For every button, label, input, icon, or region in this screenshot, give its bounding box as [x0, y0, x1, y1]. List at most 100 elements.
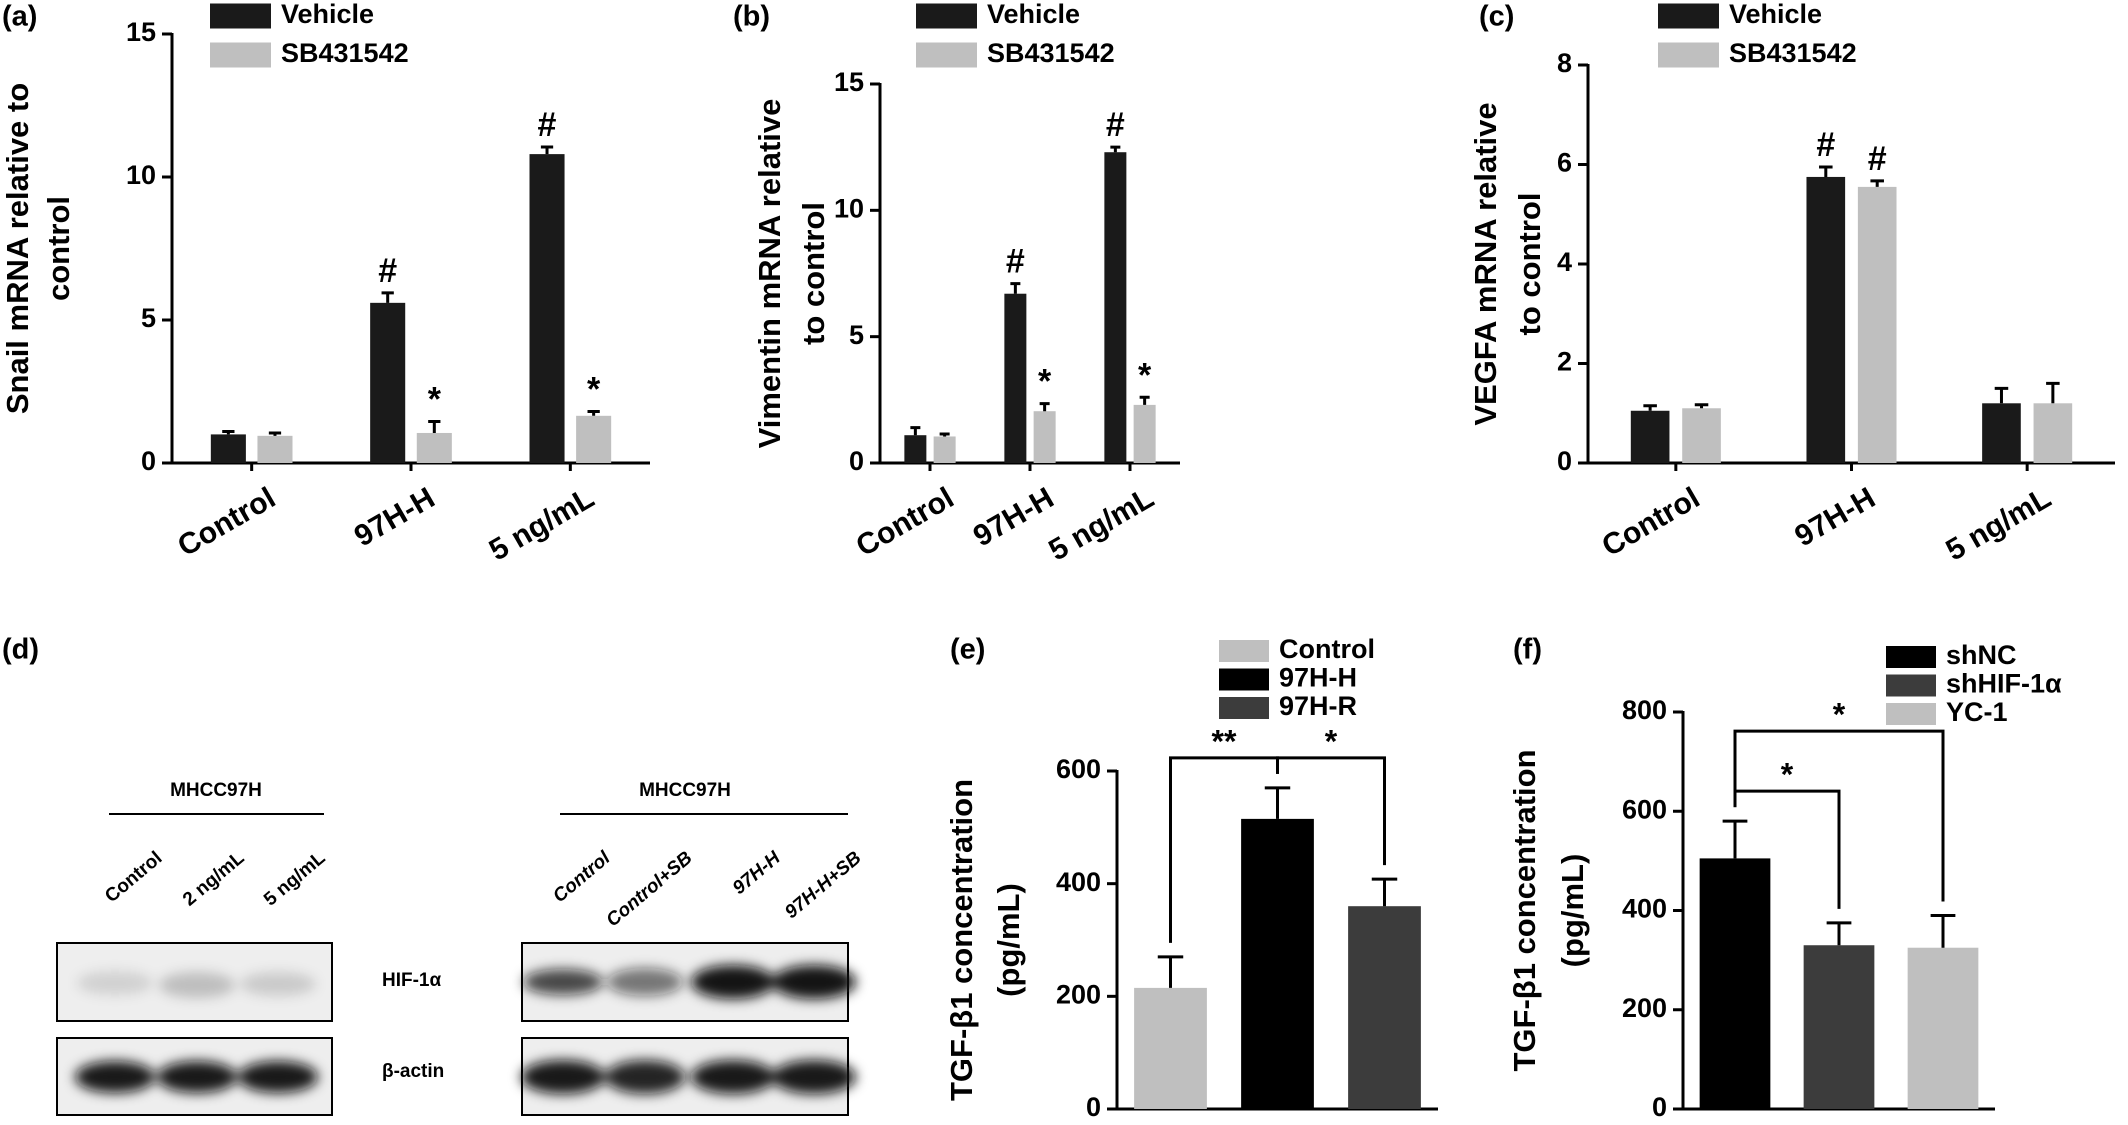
x-tick-label: Control [172, 481, 281, 563]
error-bar [1819, 165, 1833, 177]
bar [1857, 186, 1897, 463]
bar [416, 432, 452, 463]
y-tick-label: 6 [1557, 148, 1572, 178]
legend-label: Vehicle [281, 0, 374, 29]
error-bar [1110, 145, 1121, 153]
bar [1104, 152, 1127, 463]
bar [1803, 945, 1875, 1109]
y-axis-title: (pg/mL) [991, 883, 1026, 997]
significance-label: # [1006, 243, 1025, 281]
bar [1806, 176, 1846, 463]
significance-label: # [1868, 140, 1887, 178]
legend-label: 97H-R [1279, 691, 1357, 721]
y-tick-label: 10 [126, 160, 156, 190]
y-tick-label: 0 [1086, 1092, 1101, 1122]
bracket-label: * [1781, 757, 1794, 793]
y-tick-label: 5 [141, 303, 156, 333]
error-bar [939, 432, 950, 437]
lane-label: 97H-H [729, 847, 786, 899]
error-bar [1371, 877, 1398, 907]
y-axis-title: VEGFA mRNA relative [1468, 102, 1503, 425]
x-tick-label: 97H-H [349, 481, 441, 553]
bar [210, 434, 246, 463]
x-tick-label: 5 ng/mL [1043, 481, 1159, 567]
legend-swatch [1886, 646, 1936, 668]
error-bar [381, 291, 394, 303]
bar [1682, 408, 1721, 463]
y-tick-label: 600 [1622, 794, 1667, 824]
y-axis-title: control [41, 196, 76, 301]
error-bar [1643, 404, 1657, 411]
error-bar [1010, 282, 1021, 294]
y-tick-label: 15 [834, 67, 864, 97]
x-tick-label: Control [1596, 481, 1705, 563]
panel-label: (e) [950, 634, 985, 666]
y-axis-title: to control [1512, 193, 1547, 336]
y-tick-label: 400 [1622, 894, 1667, 924]
x-tick-label: Control [851, 481, 960, 563]
error-bar [540, 145, 554, 155]
legend-swatch [1219, 640, 1269, 662]
error-bar [1694, 403, 1709, 409]
row-label: β-actin [382, 1061, 444, 1082]
y-tick-label: 5 [849, 320, 864, 350]
y-tick-label: 600 [1056, 754, 1101, 784]
y-axis-title: TGF-β1 concentration [1507, 749, 1542, 1071]
bar [370, 302, 406, 463]
bracket-label: * [1325, 723, 1338, 759]
significance-label: # [1106, 106, 1125, 144]
error-bar [1722, 819, 1748, 859]
lane-label: Control [549, 847, 615, 907]
x-tick-label: 5 ng/mL [484, 481, 600, 567]
error-bar [428, 420, 441, 433]
error-bar [1157, 955, 1184, 988]
y-axis-title: (pg/mL) [1555, 854, 1590, 968]
error-bar [1994, 386, 2009, 404]
panel-label: (f) [1513, 634, 1542, 666]
row-label: HIF-1α [382, 970, 442, 991]
y-tick-label: 8 [1557, 48, 1572, 78]
x-tick-label: 97H-H [1789, 481, 1881, 553]
bracket [1276, 756, 1386, 866]
legend-label: YC-1 [1946, 697, 2008, 727]
lane-label: 97H-H+SB [781, 847, 865, 923]
legend-label: shNC [1946, 640, 2017, 670]
y-tick-label: 200 [1622, 993, 1667, 1023]
bar [1134, 987, 1207, 1109]
legend-swatch [210, 3, 271, 29]
y-tick-label: 400 [1056, 867, 1101, 897]
panel-label: (c) [1479, 1, 1514, 33]
error-bar [1930, 913, 1956, 948]
bar [1133, 404, 1156, 463]
error-bar [1264, 786, 1291, 819]
lane-label: Control+SB [602, 847, 696, 931]
legend-swatch [1886, 703, 1936, 725]
lane-label: 2 ng/mL [179, 847, 249, 910]
legend-label: shHIF-1α [1946, 669, 2062, 699]
bar [1982, 403, 2021, 463]
error-bar [268, 431, 282, 436]
error-bar [1870, 179, 1884, 187]
y-tick-label: 200 [1056, 979, 1101, 1009]
lane-label: Control [101, 848, 166, 908]
bracket [1733, 729, 1945, 902]
y-tick-label: 10 [834, 193, 864, 223]
legend-swatch [1219, 697, 1269, 719]
significance-label: * [1138, 356, 1152, 394]
y-axis-title: TGF-β1 concentration [944, 779, 979, 1101]
y-tick-label: 800 [1622, 695, 1667, 725]
y-tick-label: 0 [1557, 446, 1572, 476]
bar [257, 435, 293, 463]
y-tick-label: 0 [141, 446, 156, 476]
legend-label: Control [1279, 634, 1375, 664]
legend-swatch [1658, 3, 1719, 29]
bar [904, 435, 927, 463]
bar [2033, 403, 2073, 463]
error-bar [587, 410, 600, 416]
panel-label: (d) [2, 634, 39, 666]
y-tick-label: 4 [1557, 247, 1572, 277]
blot-panel: (d) MHCC97H MHCC97H Control 2 ng/mL 5 ng… [2, 634, 866, 1116]
y-tick-label: 0 [1652, 1092, 1667, 1122]
bar [1699, 858, 1771, 1109]
legend-label: SB431542 [281, 38, 409, 68]
